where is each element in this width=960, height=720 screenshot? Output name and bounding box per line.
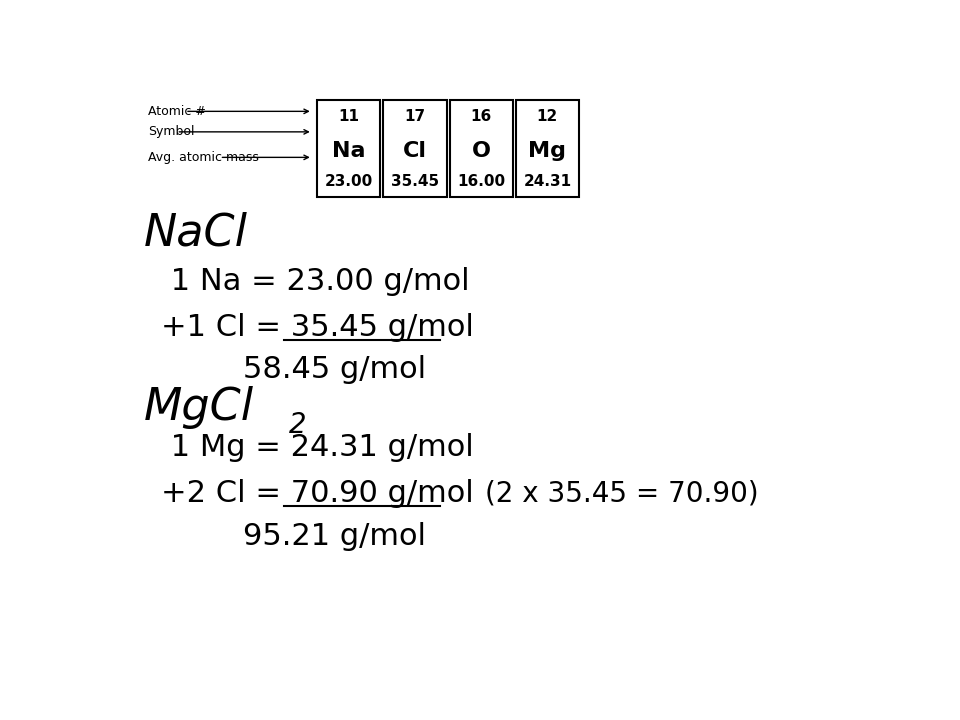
Text: 12: 12: [537, 109, 558, 125]
Text: 2: 2: [289, 410, 306, 438]
Text: NaCl: NaCl: [144, 212, 248, 255]
Text: Na: Na: [332, 140, 366, 161]
Bar: [449, 100, 513, 197]
Text: Avg. atomic mass: Avg. atomic mass: [148, 151, 259, 164]
Text: 58.45 g/mol: 58.45 g/mol: [243, 355, 426, 384]
Text: 17: 17: [404, 109, 425, 125]
Text: 1 Na = 23.00 g/mol: 1 Na = 23.00 g/mol: [161, 267, 469, 296]
Text: Mg: Mg: [528, 140, 566, 161]
Bar: [317, 100, 380, 197]
Text: Atomic #: Atomic #: [148, 105, 206, 118]
Text: +1 Cl = 35.45 g/mol: +1 Cl = 35.45 g/mol: [161, 313, 474, 342]
Text: (2 x 35.45 = 70.90): (2 x 35.45 = 70.90): [485, 480, 758, 508]
Text: O: O: [471, 140, 491, 161]
Text: 1 Mg = 24.31 g/mol: 1 Mg = 24.31 g/mol: [161, 433, 473, 462]
Text: 23.00: 23.00: [324, 174, 372, 189]
Text: +2 Cl = 70.90 g/mol: +2 Cl = 70.90 g/mol: [161, 480, 473, 508]
Text: 11: 11: [338, 109, 359, 125]
Text: 95.21 g/mol: 95.21 g/mol: [243, 522, 426, 551]
Text: MgCl: MgCl: [144, 387, 254, 429]
Text: 24.31: 24.31: [523, 174, 571, 189]
Bar: [383, 100, 446, 197]
Text: 35.45: 35.45: [391, 174, 439, 189]
Text: Symbol: Symbol: [148, 125, 195, 138]
Text: 16: 16: [470, 109, 492, 125]
Bar: [516, 100, 579, 197]
Text: Cl: Cl: [403, 140, 427, 161]
Text: 16.00: 16.00: [457, 174, 505, 189]
